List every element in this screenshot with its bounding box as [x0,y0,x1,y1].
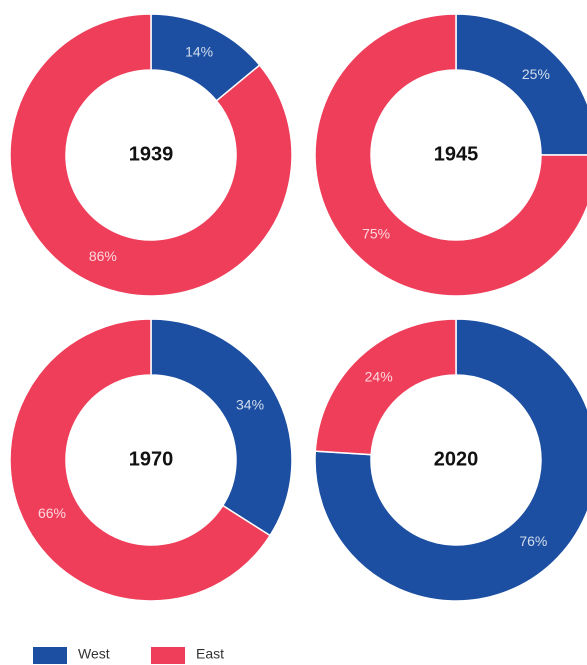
legend-swatch [33,647,67,664]
value-label: 76% [519,533,547,549]
legend-label: East [196,646,224,662]
value-label: 34% [236,396,264,412]
legend-swatch [151,647,185,664]
value-label: 75% [362,226,390,242]
chart-title: 1970 [129,448,174,470]
value-label: 66% [38,505,66,521]
value-label: 14% [185,43,213,59]
donut-segment [455,13,587,156]
donut-segment [150,318,293,537]
value-label: 25% [522,66,550,82]
chart-title: 1945 [434,143,479,165]
donut-segment [314,13,587,297]
value-label: 86% [89,248,117,264]
donut-segment [314,318,457,456]
legend-label: West [78,646,110,662]
donut-segment [314,318,587,602]
donut-segment [9,13,293,297]
legend: West East [78,646,224,662]
value-label: 24% [365,368,393,384]
chart-title: 1939 [129,143,174,165]
chart-title: 2020 [434,448,479,470]
donut-segment [9,318,272,602]
